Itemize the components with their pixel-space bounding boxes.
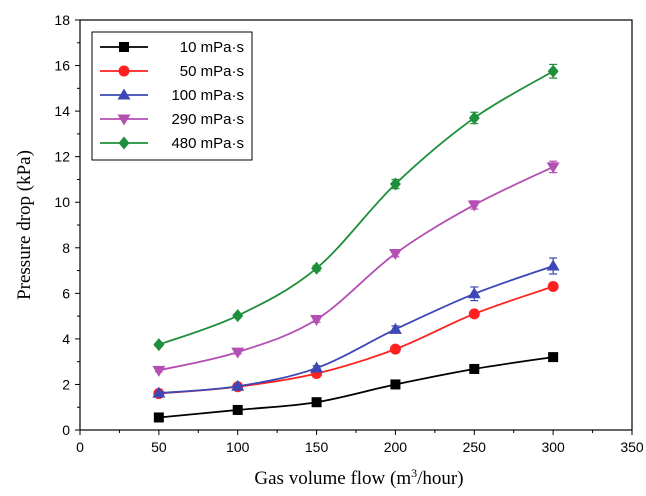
data-point [389, 343, 401, 355]
data-point [468, 308, 480, 320]
data-point [546, 259, 560, 271]
series-2 [152, 257, 560, 398]
data-point [388, 322, 402, 334]
data-point [152, 365, 166, 377]
legend-label: 10 mPa·s [180, 39, 244, 56]
legend-item: 100 mPa·s [100, 87, 244, 104]
legend-label: 480 mPa·s [171, 135, 244, 152]
y-tick-label: 10 [54, 194, 70, 210]
y-tick-label: 0 [62, 422, 70, 438]
x-tick-label: 100 [226, 439, 250, 455]
legend-marker [119, 42, 129, 52]
data-point [311, 261, 323, 275]
legend-label: 290 mPa·s [171, 111, 244, 128]
legend-marker [117, 114, 131, 126]
series-line [158, 356, 554, 419]
y-tick-label: 6 [62, 285, 70, 301]
legend-item: 290 mPa·s [100, 111, 244, 128]
x-tick-label: 50 [151, 439, 167, 455]
data-point [469, 363, 480, 374]
series-0 [153, 352, 559, 423]
legend-item: 10 mPa·s [100, 39, 244, 56]
x-tick-label: 300 [541, 439, 565, 455]
y-axis-title: Pressure drop (kPa) [14, 150, 35, 300]
data-point [310, 315, 324, 327]
y-tick-label: 16 [54, 58, 70, 74]
legend-marker [118, 136, 130, 150]
x-tick-label: 350 [620, 439, 644, 455]
x-tick-label: 150 [305, 439, 329, 455]
legend-marker [118, 65, 130, 77]
x-tick-label: 200 [384, 439, 408, 455]
legend-box [91, 31, 253, 161]
series-3 [152, 160, 560, 377]
series-1 [153, 281, 559, 400]
data-point [548, 352, 559, 363]
legend-marker [117, 88, 131, 100]
data-point [468, 111, 480, 125]
data-point [232, 404, 243, 415]
data-point [547, 64, 559, 78]
y-tick-label: 12 [54, 149, 70, 165]
legend: 10 mPa·s 50 mPa·s 100 mPa·s 290 mPa·s 480 mP… [91, 31, 253, 161]
data-point [232, 309, 244, 323]
y-tick-label: 4 [62, 331, 70, 347]
x-axis-title: Gas volume flow (m3/hour) [254, 466, 463, 489]
legend-item: 480 mPa·s [100, 135, 244, 152]
data-point [547, 281, 559, 292]
y-tick-label: 2 [62, 376, 70, 392]
data-point [546, 162, 560, 174]
data-point [311, 397, 322, 408]
data-point [388, 248, 402, 260]
axes: 0 50 100 150 200 250 300 350 0 2 4 6 8 10 12 14 16 18 [54, 12, 643, 455]
data-point [153, 412, 164, 423]
legend-item: 50 mPa·s [100, 63, 244, 80]
y-tick-label: 18 [54, 12, 70, 28]
data-point [231, 379, 245, 391]
data-point [153, 338, 165, 352]
series-line [158, 70, 554, 346]
legend-label: 50 mPa·s [180, 63, 244, 80]
data-point [390, 379, 401, 390]
data-point [389, 177, 401, 191]
series-line [158, 285, 554, 395]
data-point [467, 287, 481, 299]
data-point [152, 386, 166, 398]
data-point [310, 361, 324, 373]
y-tick-label: 14 [54, 103, 70, 119]
series-layer [152, 63, 560, 423]
y-tick-label: 8 [62, 240, 70, 256]
legend-label: 100 mPa·s [171, 87, 244, 104]
data-point [231, 347, 245, 359]
series-line [158, 265, 554, 394]
data-point [467, 200, 481, 212]
series-line [158, 166, 554, 372]
x-tick-label: 250 [463, 439, 487, 455]
x-tick-label: 0 [76, 439, 84, 455]
series-4 [153, 63, 559, 352]
